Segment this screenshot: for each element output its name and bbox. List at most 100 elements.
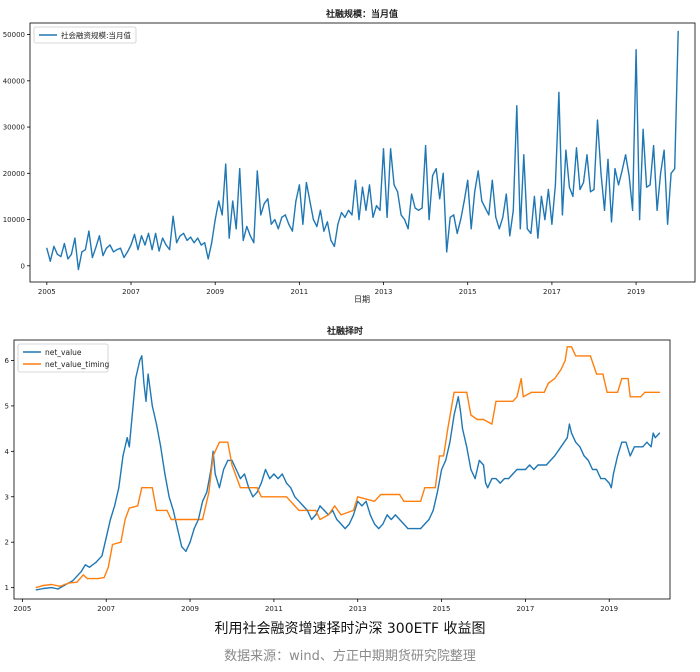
social-financing-point — [232, 200, 234, 202]
net-value-timing-point — [357, 496, 359, 498]
social-financing-point — [463, 200, 465, 202]
net-value-point — [294, 496, 296, 498]
net-value-point — [306, 509, 308, 511]
social-financing-point — [351, 214, 353, 216]
social-financing-point — [509, 235, 511, 237]
x-tick-label: 2015 — [433, 605, 451, 613]
net-value-timing-point — [566, 346, 568, 348]
net-value-point — [560, 446, 562, 448]
net-value-timing-point — [137, 505, 139, 507]
net-value-point — [568, 423, 571, 425]
net-value-point — [524, 468, 527, 471]
social-financing-point — [242, 239, 244, 241]
net-value-point — [491, 478, 493, 480]
social-financing-point — [365, 209, 367, 211]
net-value-timing-point — [424, 487, 426, 489]
net-value-timing-point — [51, 583, 53, 586]
social-financing-point — [537, 237, 539, 239]
social-financing-point — [102, 255, 104, 257]
social-financing-point — [428, 219, 430, 221]
net-value-timing-point — [443, 455, 445, 457]
net-value-point — [466, 446, 468, 448]
social-financing-point — [596, 119, 599, 121]
social-financing-point — [526, 228, 528, 230]
social-financing-point — [200, 244, 202, 246]
net-value-point — [495, 478, 497, 480]
net-value-timing-point — [155, 509, 158, 511]
social-financing-point — [277, 228, 279, 230]
net-value-timing-point — [570, 346, 573, 348]
net-value-point — [88, 566, 91, 568]
net-value-point — [42, 587, 44, 590]
net-value-point — [583, 455, 585, 457]
net-value-point — [436, 491, 438, 493]
net-value-point — [336, 518, 338, 521]
y-tick-label: 3 — [5, 493, 9, 501]
net-value-timing-point — [399, 493, 401, 496]
y-tick-label: 50000 — [3, 31, 25, 39]
net-value-point — [172, 509, 174, 511]
social-financing-point — [60, 256, 62, 258]
social-financing-point — [439, 198, 441, 200]
social-financing-point — [214, 219, 216, 221]
social-financing-point — [53, 245, 55, 247]
x-tick-label: 2019 — [627, 288, 645, 296]
social-financing-point — [221, 214, 223, 216]
net-value-point — [457, 396, 459, 398]
social-financing-point — [607, 158, 609, 160]
net-value-point — [512, 473, 514, 475]
social-financing-point — [414, 207, 416, 209]
social-financing-point — [88, 230, 90, 232]
net-value-point — [252, 496, 254, 498]
net-value-point — [403, 523, 405, 525]
net-value-point — [114, 505, 116, 507]
data-source-note: 数据来源：wind、方正中期期货研究院整理 — [224, 649, 476, 664]
social-financing-point — [386, 216, 388, 218]
net-value-point — [145, 400, 147, 402]
social-financing-point — [158, 250, 160, 252]
net-value-point — [122, 455, 124, 457]
social-financing-point — [474, 191, 476, 193]
net-value-point — [591, 468, 594, 471]
social-financing-point — [446, 251, 448, 253]
net-value-point — [633, 446, 636, 448]
x-tick-label: 2007 — [122, 288, 140, 296]
social-financing-point — [81, 251, 83, 253]
social-financing-point — [119, 247, 122, 249]
y-tick-label: 1 — [5, 584, 9, 592]
social-financing-point — [579, 188, 581, 191]
social-financing-point — [575, 147, 578, 149]
social-financing-point — [151, 249, 153, 251]
social-financing-point — [502, 216, 504, 218]
social-financing-point — [323, 230, 325, 232]
social-financing-point — [319, 209, 321, 211]
y-tick-label: 4 — [5, 448, 10, 456]
net-value-timing-point — [520, 378, 522, 380]
net-value-point — [319, 505, 321, 507]
social-financing-point — [235, 228, 237, 230]
net-value-timing-point — [239, 487, 241, 489]
net-value-point — [256, 491, 258, 493]
social-financing-point — [183, 232, 185, 234]
net-value-timing-point — [352, 509, 355, 511]
net-value-point — [290, 487, 292, 489]
chart1-title: 社融规模：当月值 — [325, 8, 398, 20]
net-value-timing-point — [82, 574, 84, 576]
net-value-point — [35, 589, 37, 591]
net-value-timing-point — [543, 391, 545, 393]
net-value-point — [206, 491, 208, 493]
net-value-point — [411, 528, 413, 530]
chart2-y-axis: 1 2 3 4 5 6 — [5, 357, 14, 592]
net-value-timing-point — [285, 496, 288, 498]
social-financing-point — [670, 172, 672, 174]
social-financing-point — [211, 242, 213, 244]
net-value-timing-point — [482, 418, 485, 421]
net-value-point — [478, 459, 480, 461]
net-value-point — [84, 564, 86, 566]
net-value-timing-point — [621, 378, 623, 380]
net-value-point — [109, 518, 111, 521]
net-value-point — [141, 355, 143, 357]
social-financing-point — [407, 228, 409, 230]
social-financing-point — [253, 242, 255, 244]
net-value-point — [264, 468, 267, 471]
